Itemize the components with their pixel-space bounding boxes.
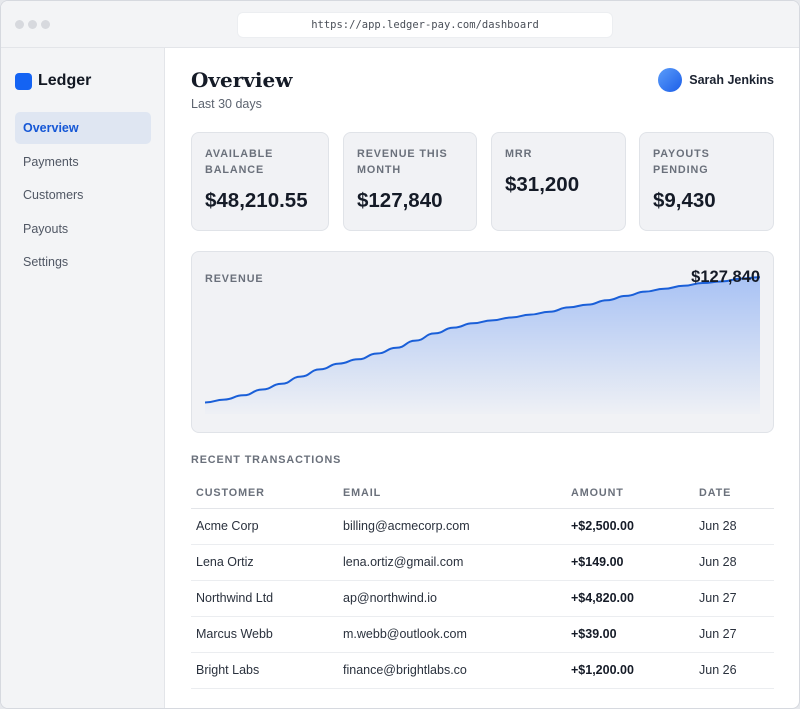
stat-value: $9,430 (653, 189, 716, 212)
cell-email: ap@northwind.io (338, 580, 566, 617)
main-content: Overview Last 30 days Sarah Jenkins Avai… (166, 48, 799, 708)
cell-email: billing@acmecorp.com (338, 508, 566, 545)
cell-email: finance@brightlabs.co (338, 652, 566, 689)
stat-label: Payouts Pending (653, 148, 710, 176)
table-row[interactable]: Marcus Webb m.webb@outlook.com +$39.00 J… (191, 616, 774, 653)
user-menu[interactable]: Sarah Jenkins (658, 68, 774, 92)
revenue-label: REVENUE (205, 273, 264, 285)
revenue-line (204, 276, 761, 404)
stat-value: $127,840 (357, 189, 443, 212)
cell-amount: +$4,820.00 (566, 580, 694, 617)
cell-customer: Acme Corp (191, 508, 338, 545)
transactions-table: CUSTOMER EMAIL AMOUNT DATE Acme Corp bil… (191, 478, 774, 689)
cell-date: Jun 27 (694, 580, 774, 617)
stat-card-available-balance: Available Balance $48,210.55 (191, 132, 329, 231)
table-row[interactable]: Northwind Ltd ap@northwind.io +$4,820.00… (191, 580, 774, 617)
table-row[interactable]: Acme Corp billing@acmecorp.com +$2,500.0… (191, 508, 774, 545)
cell-date: Jun 26 (694, 652, 774, 689)
sidebar-item-overview[interactable]: Overview (15, 112, 151, 144)
column-header-email[interactable]: EMAIL (338, 478, 566, 509)
revenue-chart-card: REVENUE $127,840 (191, 251, 774, 433)
stat-label: Revenue This Month (357, 148, 448, 176)
cell-date: Jun 28 (694, 544, 774, 581)
column-header-customer[interactable]: CUSTOMER (191, 478, 338, 509)
brand[interactable]: Ledger (15, 72, 91, 90)
table-row[interactable]: Lena Ortiz lena.ortiz@gmail.com +$149.00… (191, 544, 774, 581)
transactions-title: RECENT TRANSACTIONS (191, 454, 342, 466)
cell-amount: +$39.00 (566, 616, 694, 653)
address-bar[interactable]: https://app.ledger-pay.com/dashboard (238, 13, 612, 37)
logo-icon (15, 72, 32, 90)
user-name: Sarah Jenkins (689, 73, 774, 87)
cell-amount: +$149.00 (566, 544, 694, 581)
table-header-row: CUSTOMER EMAIL AMOUNT DATE (191, 478, 774, 509)
stat-card-payouts-pending: Payouts Pending $9,430 (639, 132, 774, 231)
cell-customer: Northwind Ltd (191, 580, 338, 617)
cell-customer: Marcus Webb (191, 616, 338, 653)
stat-label: Available Balance (205, 148, 274, 176)
cell-amount: +$1,200.00 (566, 652, 694, 689)
revenue-area (205, 277, 760, 414)
revenue-chart (204, 276, 761, 414)
revenue-total: $127,840 (691, 268, 760, 286)
column-header-date[interactable]: DATE (694, 478, 774, 509)
stat-card-revenue-this-month: Revenue This Month $127,840 (343, 132, 477, 231)
sidebar-item-payouts[interactable]: Payouts (23, 222, 69, 236)
page-title: Overview (191, 68, 293, 92)
stat-value: $48,210.55 (205, 189, 308, 212)
cell-email: lena.ortiz@gmail.com (338, 544, 566, 581)
stat-card-mrr: MRR $31,200 (491, 132, 626, 231)
cell-customer: Lena Ortiz (191, 544, 338, 581)
sidebar-item-customers[interactable]: Customers (23, 188, 84, 202)
cell-amount: +$2,500.00 (566, 508, 694, 545)
cell-customer: Bright Labs (191, 652, 338, 689)
date-range-label: Last 30 days (191, 97, 262, 111)
window-close-dot[interactable] (15, 20, 24, 29)
cell-email: m.webb@outlook.com (338, 616, 566, 653)
column-header-amount[interactable]: AMOUNT (566, 478, 694, 509)
stat-value: $31,200 (505, 173, 580, 196)
brand-name: Ledger (38, 72, 92, 89)
window-maximize-dot[interactable] (41, 20, 50, 29)
window-minimize-dot[interactable] (28, 20, 37, 29)
cell-date: Jun 27 (694, 616, 774, 653)
cell-date: Jun 28 (694, 508, 774, 545)
stat-label: MRR (505, 148, 533, 160)
table-row[interactable]: Bright Labs finance@brightlabs.co +$1,20… (191, 652, 774, 689)
sidebar: Ledger Overview Payments Customers Payou… (1, 48, 165, 708)
sidebar-item-payments[interactable]: Payments (23, 155, 79, 169)
avatar[interactable] (658, 68, 683, 92)
sidebar-item-settings[interactable]: Settings (23, 255, 69, 269)
browser-titlebar: https://app.ledger-pay.com/dashboard (1, 1, 799, 48)
